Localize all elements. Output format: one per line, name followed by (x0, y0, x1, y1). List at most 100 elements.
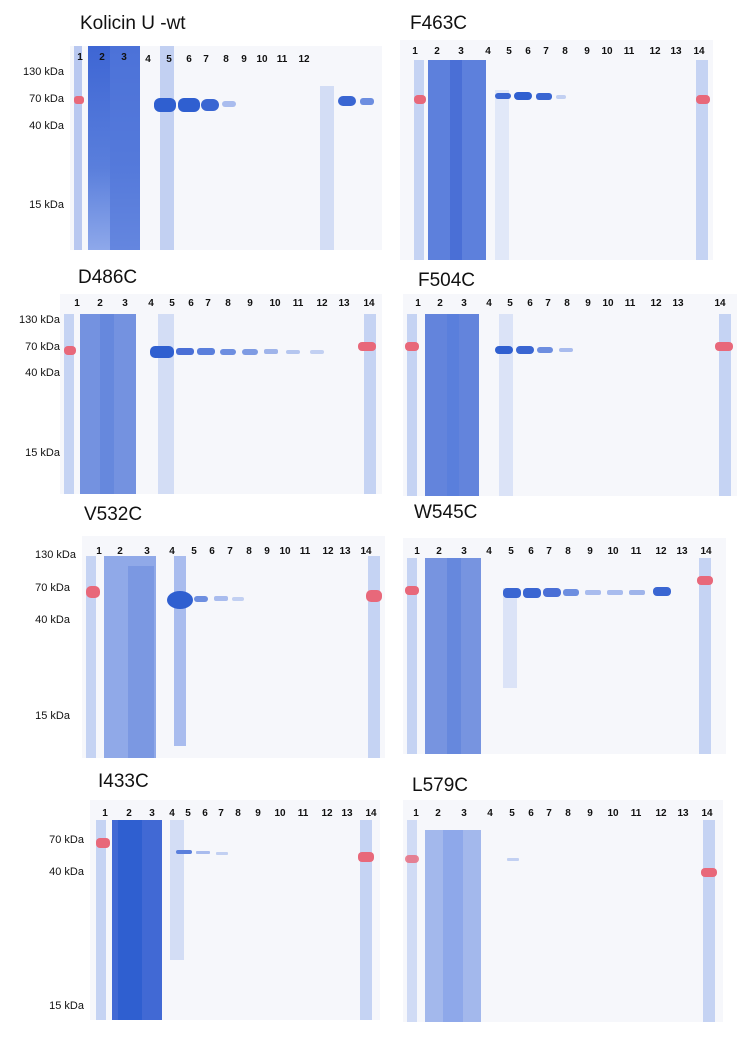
lane-label: 4 (487, 808, 493, 819)
lane-label: 9 (241, 54, 247, 65)
lane-label: 4 (169, 546, 175, 557)
lane-label: 13 (676, 546, 688, 557)
gel-image-i433c: 1 2 3 4 5 6 7 8 9 10 11 12 13 14 (90, 800, 380, 1020)
panel-title-f463c: F463C (410, 13, 468, 34)
gel-image-f463c: 1 2 3 4 5 6 7 8 9 10 11 12 13 14 (400, 40, 713, 260)
lane-label: 13 (670, 46, 682, 57)
lane-label: 7 (205, 298, 211, 309)
lane-label: 8 (223, 54, 229, 65)
lane-label: 3 (122, 298, 128, 309)
lane-label: 5 (169, 298, 175, 309)
lane-label: 7 (227, 546, 233, 557)
lane-label: 14 (693, 46, 705, 57)
lane-label: 9 (587, 808, 593, 819)
lane-label: 5 (507, 298, 513, 309)
lane-label: 5 (509, 808, 515, 819)
lane-label: 2 (117, 546, 123, 557)
lane-label: 9 (585, 298, 591, 309)
mw-label-15: 15 kDa (35, 710, 70, 722)
mw-label-70: 70 kDa (49, 834, 84, 846)
lane-label: 1 (414, 546, 420, 557)
lane-label: 10 (256, 54, 268, 65)
lane-label: 3 (461, 298, 467, 309)
lane-label: 6 (528, 808, 534, 819)
lane-label: 9 (255, 808, 261, 819)
lane-label: 1 (412, 46, 418, 57)
panel-title-kolicin-u-wt: Kolicin U -wt (80, 13, 186, 34)
lane-label: 8 (565, 546, 571, 557)
lane-label: 6 (188, 298, 194, 309)
lane-label: 14 (700, 546, 712, 557)
lane-label: 9 (264, 546, 270, 557)
gel-image-l579c: 1 2 3 4 5 6 7 8 9 10 11 12 13 14 (403, 800, 723, 1022)
mw-label-130: 130 kDa (19, 314, 60, 326)
lane-label: 13 (341, 808, 353, 819)
lane-label: 6 (528, 546, 534, 557)
lane-label: 9 (584, 46, 590, 57)
lane-label: 5 (166, 54, 172, 65)
mw-label-15: 15 kDa (25, 447, 60, 459)
lane-label: 1 (77, 52, 83, 63)
lane-label: 1 (74, 298, 80, 309)
lane-label: 7 (543, 46, 549, 57)
lane-label: 6 (209, 546, 215, 557)
lane-label: 9 (247, 298, 253, 309)
lane-label: 13 (672, 298, 684, 309)
lane-label: 2 (99, 52, 105, 63)
lane-label: 5 (191, 546, 197, 557)
mw-label-70: 70 kDa (29, 93, 64, 105)
mw-label-40: 40 kDa (35, 614, 70, 626)
lane-label: 5 (506, 46, 512, 57)
lane-label: 8 (565, 808, 571, 819)
lane-label: 12 (321, 808, 333, 819)
lane-label: 2 (126, 808, 132, 819)
lane-label: 11 (623, 46, 635, 57)
lane-label: 12 (655, 546, 667, 557)
lane-label: 8 (225, 298, 231, 309)
lane-label: 12 (322, 546, 334, 557)
mw-label-130: 130 kDa (23, 66, 64, 78)
lane-label: 11 (292, 298, 304, 309)
lane-label: 7 (546, 808, 552, 819)
lane-label: 13 (677, 808, 689, 819)
gel-image-w545c: 1 2 3 4 5 6 7 8 9 10 11 12 13 14 (403, 538, 726, 754)
lane-label: 2 (436, 546, 442, 557)
lane-label: 13 (338, 298, 350, 309)
lane-label: 4 (169, 808, 175, 819)
lane-label: 10 (607, 546, 619, 557)
lane-label: 5 (508, 546, 514, 557)
panel-title-l579c: L579C (412, 775, 468, 796)
lane-label: 10 (279, 546, 291, 557)
gel-image-v532c: 1 2 3 4 5 6 7 8 9 10 11 12 13 14 (82, 536, 385, 758)
lane-label: 8 (564, 298, 570, 309)
lane-label: 12 (655, 808, 667, 819)
lane-label: 10 (602, 298, 614, 309)
lane-label: 3 (461, 808, 467, 819)
mw-label-15: 15 kDa (49, 1000, 84, 1012)
lane-label: 14 (360, 546, 372, 557)
lane-label: 14 (365, 808, 377, 819)
panel-title-v532c: V532C (84, 504, 143, 525)
lane-label: 14 (363, 298, 375, 309)
mw-label-40: 40 kDa (49, 866, 84, 878)
panel-title-d486c: D486C (78, 267, 138, 288)
lane-label: 10 (601, 46, 613, 57)
lane-label: 11 (276, 54, 288, 65)
mw-label-40: 40 kDa (25, 367, 60, 379)
lane-label: 3 (121, 52, 127, 63)
gel-drawing (86, 556, 382, 758)
lane-label: 2 (435, 808, 441, 819)
lane-label: 10 (274, 808, 286, 819)
lane-label: 3 (458, 46, 464, 57)
lane-label: 6 (525, 46, 531, 57)
lane-label: 11 (624, 298, 636, 309)
lane-label: 12 (298, 54, 310, 65)
lane-label: 8 (246, 546, 252, 557)
mw-label-70: 70 kDa (35, 582, 70, 594)
lane-label: 9 (587, 546, 593, 557)
panel-title-i433c: I433C (98, 771, 149, 792)
lane-label: 4 (486, 546, 492, 557)
lane-label: 12 (316, 298, 328, 309)
lane-label: 13 (339, 546, 351, 557)
lane-label: 1 (96, 546, 102, 557)
